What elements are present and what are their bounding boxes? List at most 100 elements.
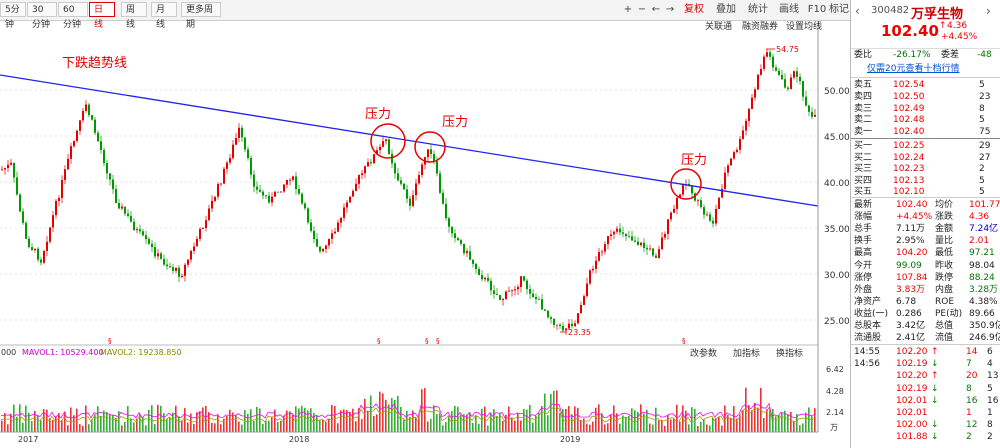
back-arrow-icon[interactable]: ‹: [855, 4, 860, 18]
stats-button[interactable]: 统计: [748, 4, 768, 15]
stat-label: 涨幅: [854, 212, 873, 223]
tick-row: 102.01 ↓ 16 16: [851, 395, 1000, 407]
svg-text:§: §: [425, 337, 429, 345]
tick-volume: 8: [966, 383, 972, 394]
tick-price: 102.00: [896, 420, 928, 431]
left-arrow-button[interactable]: ←: [651, 4, 661, 15]
stat-label: 金额: [935, 224, 954, 235]
link-margin-trading[interactable]: 融资融券: [742, 22, 779, 32]
tab-60min[interactable]: 60分钟: [58, 2, 88, 30]
level2-link-row: 仅需20元查看十档行情: [851, 63, 1000, 75]
level2-upgrade-link[interactable]: 仅需20元查看十档行情: [867, 64, 960, 74]
bid-volume: 29: [979, 141, 991, 151]
ask-price: 102.54: [893, 80, 925, 90]
tick-row: 14:56 102.19 ↓ 7 4: [851, 358, 1000, 370]
low-price-label: 23.35: [568, 328, 591, 337]
tab-5min[interactable]: 5分钟: [0, 2, 26, 30]
price-tick: 25.00: [824, 317, 850, 327]
stat-label: 最高: [854, 248, 873, 259]
bid-row: 买一 102.25 29: [851, 140, 1000, 152]
stat-value: 350.9亿: [969, 321, 1000, 331]
tick-time: 14:56: [854, 359, 880, 370]
bid-price: 102.25: [893, 141, 925, 151]
kline-chart-panel[interactable]: § § § § § 下跌趋势线 压力 压力 压力 54.75 23.35 50.00 4…: [0, 0, 850, 448]
bid-level-label: 买四: [854, 175, 873, 186]
stat-value: 3.28万: [969, 284, 999, 295]
tab-30min[interactable]: 30分钟: [27, 2, 57, 30]
ask-row: 卖一 102.40 75: [851, 126, 1000, 138]
overlay-button[interactable]: 叠加: [716, 4, 736, 15]
volume-tick: 6.42: [826, 365, 844, 374]
stat-value: 4.36: [969, 212, 990, 223]
stat-value: 89.66: [969, 308, 995, 319]
pressure-label-1: 压力: [365, 107, 391, 122]
tick-row: 101.88 ↓ 2 2: [851, 431, 1000, 443]
year-label-2018: 2018: [289, 435, 309, 444]
tick-row: 102.19 ↓ 8 5: [851, 383, 1000, 395]
add-indicator-button[interactable]: 加指标: [733, 347, 760, 359]
adjust-button[interactable]: 复权: [684, 4, 704, 15]
tab-weekly[interactable]: 周线: [121, 2, 147, 30]
ask-volume: 5: [979, 80, 985, 90]
link-hk-connect[interactable]: 关联通: [705, 22, 733, 32]
tick-count: 8: [987, 420, 993, 431]
right-arrow-button[interactable]: →: [665, 4, 675, 15]
stat-row: 涨幅 +4.45% 涨跌 4.36: [851, 211, 1000, 223]
ask-row: 卖三 102.49 8: [851, 103, 1000, 115]
stat-row: 流通股 2.41亿 流值 246.9亿: [851, 332, 1000, 344]
tick-price: 102.19: [896, 383, 928, 394]
stat-value: 4.38%: [969, 296, 998, 307]
stat-label: 总值: [935, 321, 954, 331]
high-price-label: 54.75: [776, 45, 799, 54]
forward-arrow-icon[interactable]: ›: [986, 4, 991, 18]
tab-daily[interactable]: 日线: [89, 2, 115, 30]
price-tick: 35.00: [824, 225, 850, 235]
pressure-circle-3: [670, 168, 702, 200]
link-set-ma[interactable]: 设置均线: [786, 22, 823, 32]
mark-button[interactable]: 标记: [829, 4, 849, 15]
year-label-2017: 2017: [18, 435, 38, 444]
tick-volume: 12: [966, 420, 978, 431]
bid-price: 102.13: [893, 175, 925, 186]
zoom-in-button[interactable]: +: [623, 4, 633, 15]
tick-count: 4: [987, 359, 993, 370]
tick-volume: 20: [966, 371, 978, 382]
stat-label: 收益(一): [854, 308, 889, 319]
bid-volume: 2: [979, 164, 985, 175]
tick-direction-icon: ↓: [931, 359, 939, 370]
tick-direction-icon: ↓: [931, 383, 939, 394]
switch-indicator-button[interactable]: 换指标: [776, 347, 803, 359]
stat-value: 246.9亿: [969, 333, 1000, 344]
stat-row: 今开 99.09 昨收 98.04: [851, 260, 1000, 272]
ask-volume: 8: [979, 103, 985, 114]
tick-direction-icon: ↑: [931, 371, 939, 382]
stat-value: 3.83万: [896, 284, 926, 295]
f10-button[interactable]: F10: [807, 4, 827, 15]
kline-chart[interactable]: § § § § § 下跌趋势线 压力 压力 压力 54.75 23.35 50.00 4…: [0, 0, 850, 448]
order-ratio-value: -26.17%: [893, 50, 931, 60]
year-label-2019: 2019: [560, 435, 580, 444]
stat-value: 0.286: [896, 308, 922, 319]
stat-value: 101.77: [969, 200, 1000, 210]
tab-monthly[interactable]: 月线: [151, 2, 177, 30]
zoom-out-button[interactable]: −: [637, 4, 647, 15]
bid-level-label: 买一: [854, 141, 873, 151]
stat-label: 涨跌: [935, 212, 954, 223]
stat-value: 88.24: [969, 272, 995, 283]
draw-line-button[interactable]: 画线: [779, 4, 799, 15]
stat-row: 总手 7.11万 金额 7.24亿: [851, 223, 1000, 235]
tick-row: 14:55 102.20 ↑ 14 6: [851, 346, 1000, 358]
tick-volume: 7: [966, 359, 972, 370]
ask-level-label: 卖三: [854, 103, 873, 114]
tab-more-periods[interactable]: 更多周期: [181, 2, 221, 30]
tick-price: 102.01: [896, 408, 928, 418]
change-params-button[interactable]: 改参数: [690, 347, 717, 359]
tick-row: 102.20 ↑ 20 13: [851, 370, 1000, 382]
stat-value: 7.24亿: [969, 224, 999, 235]
svg-text:§: §: [682, 337, 686, 345]
stat-label: 总股本: [854, 321, 882, 331]
tick-volume: 14: [966, 347, 978, 357]
bid-level-label: 买三: [854, 164, 873, 175]
downtrend-line[interactable]: [0, 74, 819, 207]
change-arrow-icon: ↑: [939, 21, 947, 31]
